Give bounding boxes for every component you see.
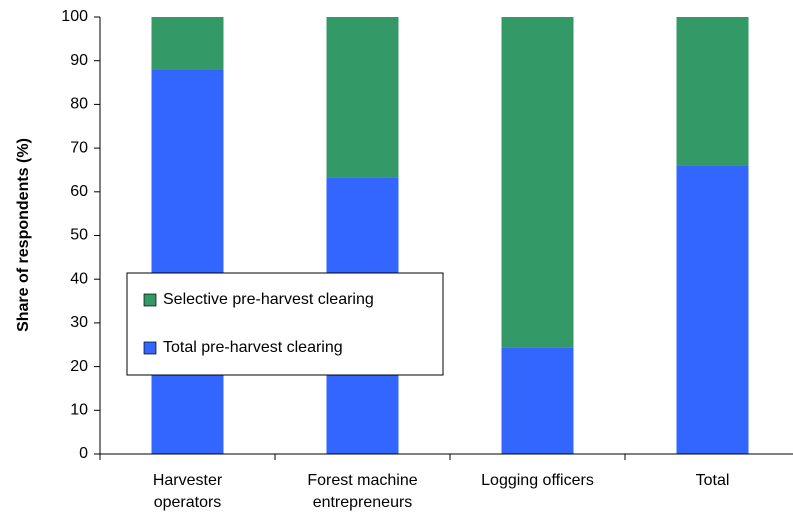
x-tick-label: Logging officers xyxy=(481,472,594,489)
y-tick-label: 90 xyxy=(70,52,88,69)
y-tick-label: 40 xyxy=(70,270,88,287)
legend-box xyxy=(126,272,444,376)
legend-swatch xyxy=(143,293,157,307)
y-tick-label: 80 xyxy=(70,96,88,113)
y-tick-label: 0 xyxy=(79,445,88,462)
x-tick-label: Total xyxy=(695,472,730,489)
bar-segment xyxy=(676,165,749,454)
y-tick-label: 60 xyxy=(70,183,88,200)
bar-segment xyxy=(151,17,224,70)
bar-segment xyxy=(501,347,574,454)
legend-swatch xyxy=(143,341,157,355)
y-tick-label: 50 xyxy=(70,227,88,244)
y-tick-label: 70 xyxy=(70,139,88,156)
x-tick-label: Forest machine entrepreneurs xyxy=(307,472,418,511)
y-tick-label: 30 xyxy=(70,314,88,331)
bar-segment xyxy=(676,17,749,166)
y-tick-label: 10 xyxy=(70,402,88,419)
bar-segment xyxy=(501,17,574,348)
legend-label: Total pre-harvest clearing xyxy=(163,339,343,356)
legend-label: Selective pre-harvest clearing xyxy=(163,291,374,308)
y-axis-label: Share of respondents (%) xyxy=(15,138,32,332)
y-tick-label: 20 xyxy=(70,358,88,375)
x-tick-label: Harvester operators xyxy=(152,472,223,511)
bar-segment xyxy=(326,17,399,178)
y-tick-label: 100 xyxy=(61,8,88,25)
bar-segment xyxy=(151,69,224,454)
